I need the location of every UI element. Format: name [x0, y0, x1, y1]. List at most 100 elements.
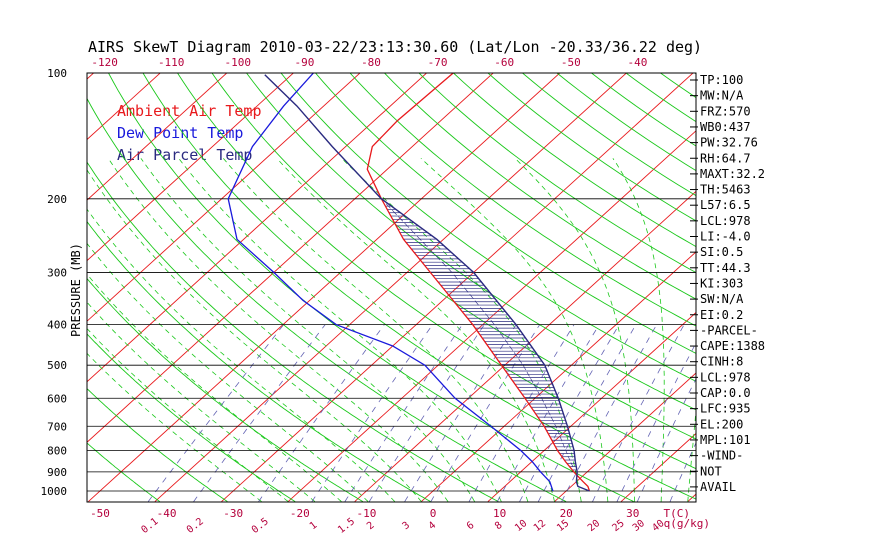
pressure-tick-label: 800 [47, 444, 67, 457]
mixing-ratio-label: 30 [631, 518, 647, 534]
cape-hatch-line [565, 449, 568, 455]
stats-item: LI:-4.0 [700, 230, 751, 244]
pressure-tick-label: 1000 [41, 485, 68, 498]
pressure-tick-label: 100 [47, 67, 67, 80]
bottom-temp-tick-label: -10 [356, 507, 376, 520]
dry-adiabat-line [452, 73, 696, 248]
dry-adiabat-line [211, 73, 696, 440]
mixing-ratio-label: 20 [586, 518, 602, 534]
stats-item: MPL:101 [700, 433, 751, 447]
pressure-tick-label: 400 [47, 319, 67, 332]
isotherm-line [354, 190, 696, 502]
top-temp-tick-label: -70 [428, 56, 448, 69]
cape-hatch-line [469, 294, 474, 300]
stats-item: MAXT:32.2 [700, 167, 765, 181]
mixing-ratio-line [258, 324, 385, 502]
stats-item: CINH:8 [700, 355, 743, 369]
moist-adiabat-line [87, 208, 395, 502]
cape-hatch-line [453, 274, 458, 280]
moist-adiabat-line [276, 158, 555, 502]
moist-adiabat-line [140, 158, 475, 502]
stats-item: MW:N/A [700, 89, 744, 103]
mixing-ratio-line [193, 324, 326, 502]
cape-hatch-line [416, 235, 422, 241]
bottom-temp-tick-label: 0 [430, 507, 437, 520]
dry-adiabat-line [487, 73, 696, 222]
cape-hatch-line [509, 345, 514, 351]
stats-item: TP:100 [700, 73, 743, 87]
bottom-temp-tick-label: 30 [626, 507, 639, 520]
moist-adiabat-line [420, 158, 609, 502]
cape-hatch-line [530, 378, 534, 384]
legend-entry: Air Parcel Temp [117, 146, 252, 164]
mixing-ratio-line [537, 324, 637, 502]
stats-item: LCL:978 [700, 214, 751, 228]
stats-item: KI:303 [700, 276, 743, 290]
mixing-ratio-label: 0.2 [185, 516, 206, 536]
mixing-ratio-label: 8 [493, 520, 505, 532]
top-temp-tick-label: -110 [158, 56, 185, 69]
pressure-tick-label: 600 [47, 392, 67, 405]
cape-hatch-line [458, 281, 464, 287]
legend-entry: Dew Point Temp [117, 124, 243, 142]
isotherm-line [88, 73, 561, 502]
cape-hatch-line [550, 416, 554, 422]
stats-item: L57:6.5 [700, 198, 751, 212]
mixing-ratio-line [404, 324, 517, 502]
stats-item: -WIND- [700, 449, 743, 463]
moist-adiabat-line [178, 158, 502, 502]
stats-item: LCL:978 [700, 370, 751, 384]
cape-hatch-line [537, 391, 541, 397]
chart-title: AIRS SkewT Diagram 2010-03-22/23:13:30.6… [88, 38, 702, 56]
isotherm-line [421, 251, 696, 502]
bottom-temp-tick-label: 20 [560, 507, 573, 520]
cape-hatch-line [559, 436, 563, 442]
profile-lines [227, 73, 591, 492]
stats-item: FRZ:570 [700, 104, 751, 118]
bottom-temp-tick-label: -20 [290, 507, 310, 520]
stats-item: AVAIL [700, 480, 736, 494]
mixing-ratio-label: 4 [427, 520, 439, 532]
pressure-tick-label: 300 [47, 266, 67, 279]
isotherm-line [487, 311, 696, 502]
isotherm-line [554, 372, 696, 502]
cape-hatch-line [474, 300, 479, 306]
dry-adiabat-line [176, 73, 696, 470]
cape-hatch-line [495, 326, 500, 332]
top-temp-tick-label: -90 [294, 56, 314, 69]
mixing-ratio-label: 12 [532, 518, 548, 534]
moist-adiabat-line [87, 242, 369, 502]
cape-hatch-line [410, 229, 416, 235]
x-axis-unit-label: T(C) [664, 507, 691, 520]
mixing-ratio-label: 25 [610, 518, 626, 534]
dry-adiabat-line [659, 73, 696, 99]
mixing-ratio-label: 1.5 [336, 516, 357, 536]
mixing-ratio-label: 6 [465, 520, 477, 532]
moist-adiabat-line [87, 273, 342, 502]
bottom-temp-tick-label: 10 [493, 507, 506, 520]
cape-hatch-line [533, 384, 537, 390]
mixing-ratio-label: 3 [401, 520, 413, 532]
moist-adiabat-line [87, 169, 422, 502]
cape-hatch-line [526, 371, 530, 377]
mixing-ratio-line [496, 324, 600, 502]
top-temp-tick-label: -40 [627, 56, 647, 69]
stats-item: EL:200 [700, 417, 743, 431]
cape-hatch-line [541, 397, 544, 403]
cape-hatch-line [570, 462, 574, 468]
pressure-tick-label: 500 [47, 359, 67, 372]
cape-hatch-line [562, 442, 565, 448]
cape-hatch-line [385, 203, 391, 209]
top-temp-tick-label: -120 [91, 56, 118, 69]
stats-item: LFC:935 [700, 402, 751, 416]
stats-item: NOT [700, 464, 722, 478]
mixing-ratio-line [592, 324, 685, 502]
cape-hatch-line [504, 339, 509, 345]
cape-hatch-line [554, 423, 557, 429]
mixing-ratio-label: 0.5 [250, 516, 271, 536]
mixing-ratio-line [311, 324, 433, 502]
cape-hatch-line [429, 248, 435, 254]
pressure-tick-label: 200 [47, 193, 67, 206]
mixing-ratio-unit-label: q(g/kg) [664, 517, 710, 530]
